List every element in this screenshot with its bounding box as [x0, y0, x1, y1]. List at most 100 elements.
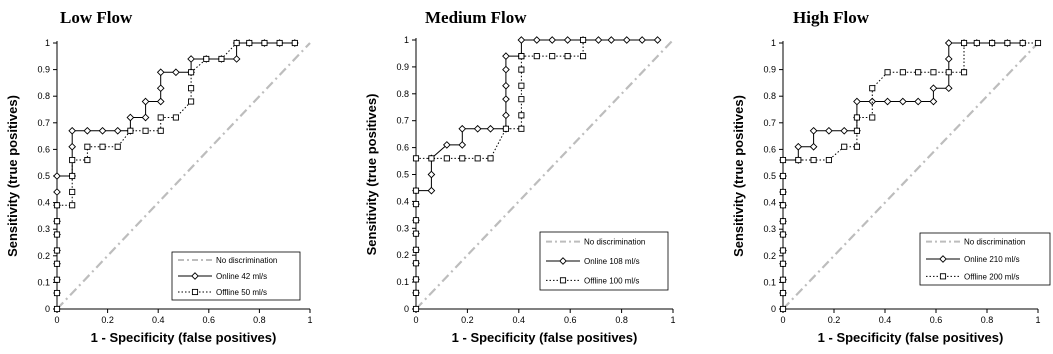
- offline-point: [841, 143, 848, 150]
- y-tick-label: 0.9: [37, 65, 50, 75]
- offline-point: [53, 247, 61, 254]
- online-point: [458, 124, 467, 133]
- online-point: [502, 81, 510, 90]
- offline-point: [188, 85, 195, 92]
- offline-point: [276, 39, 283, 47]
- chart-title: Medium Flow: [425, 8, 527, 27]
- offline-point: [779, 260, 787, 267]
- online-point: [502, 65, 510, 74]
- legend-label: No discrimination: [584, 238, 645, 247]
- offline-point: [869, 85, 876, 92]
- offline-point: [487, 155, 494, 162]
- offline-point: [203, 55, 210, 63]
- offline-point: [53, 276, 61, 283]
- chart-svg: Medium Flow 0 0.1 0.2 0.3 0.4 0.5 0.6 0.7 0.8 0.9 1…: [364, 8, 676, 345]
- offline-point: [795, 156, 802, 164]
- offline-point: [53, 260, 61, 267]
- online-point: [883, 97, 892, 106]
- y-tick-label: 0.4: [763, 198, 776, 208]
- y-tick-label: 0.9: [396, 62, 409, 72]
- online-point: [232, 55, 241, 63]
- y-tick-label: 0.1: [396, 277, 409, 287]
- online-line: [415, 39, 658, 309]
- offline-point: [69, 156, 76, 164]
- online-point: [126, 113, 135, 122]
- offline-series: [779, 39, 1042, 313]
- y-tick-label: 0.1: [37, 277, 50, 287]
- online-point: [502, 111, 510, 120]
- online-point: [156, 84, 165, 93]
- y-tick-label: 1: [45, 38, 50, 48]
- y-tick-label: 0.6: [37, 144, 50, 154]
- offline-point: [989, 39, 996, 47]
- y-axis-label: Sensitivity (true positives): [5, 95, 20, 257]
- no-discrimination-line: [782, 42, 1039, 310]
- x-tick-label: 0.8: [981, 315, 994, 325]
- x-tick-label: 0.6: [564, 315, 577, 325]
- offline-point: [915, 69, 922, 76]
- offline-point: [779, 218, 787, 225]
- online-point: [653, 36, 662, 44]
- offline-point: [412, 260, 420, 267]
- offline-point: [172, 114, 179, 121]
- x-tick-label: 1: [307, 315, 312, 325]
- offline-point: [779, 231, 787, 238]
- offline-point: [474, 155, 481, 162]
- offline-point: [779, 172, 787, 180]
- offline-point: [188, 98, 195, 105]
- legend-label: Offline 100 ml/s: [584, 276, 639, 285]
- offline-point: [218, 55, 225, 63]
- offline-point: [960, 69, 968, 76]
- offline-point: [246, 39, 253, 47]
- chart-panel-medium-flow: Medium Flow 0 0.1 0.2 0.3 0.4 0.5 0.6 0.7 0.8 0.9 1…: [360, 0, 690, 354]
- x-axis-label: 1 - Specificity (false positives): [818, 330, 1004, 345]
- y-tick-label: 0.2: [37, 251, 50, 261]
- online-point: [944, 55, 953, 63]
- legend-label: No discrimination: [216, 256, 277, 265]
- offline-point: [291, 39, 298, 47]
- offline-point: [412, 305, 420, 313]
- no-discrimination-line: [415, 39, 674, 310]
- y-tick-label: 0.9: [763, 65, 776, 75]
- offline-series: [412, 36, 587, 313]
- offline-point: [549, 53, 556, 60]
- y-tick-label: 0.4: [37, 198, 50, 208]
- online-point: [944, 84, 953, 93]
- offline-point: [518, 125, 525, 132]
- offline-point: [502, 125, 510, 132]
- offline-point: [853, 114, 861, 121]
- legend: No discrimination Online 42 ml/s Offline 5…: [171, 251, 301, 301]
- offline-point: [157, 114, 164, 121]
- offline-point: [84, 156, 91, 164]
- y-tick-label: 0.3: [763, 224, 776, 234]
- y-tick-label: 1: [404, 35, 409, 45]
- online-point: [914, 97, 922, 106]
- offline-point: [779, 202, 787, 209]
- online-point: [68, 126, 77, 135]
- legend-swatch-marker: [559, 277, 567, 284]
- online-point: [141, 113, 150, 122]
- online-point: [594, 36, 603, 44]
- y-tick-label: 0.6: [396, 143, 409, 153]
- offline-point: [779, 305, 787, 313]
- offline-point: [518, 82, 525, 89]
- offline-point: [779, 247, 787, 254]
- offline-point: [142, 127, 149, 134]
- online-point: [83, 126, 92, 135]
- offline-point: [53, 218, 61, 225]
- offline-point: [518, 96, 525, 103]
- offline-series: [53, 39, 298, 313]
- y-tick-label: 0.1: [763, 277, 776, 287]
- y-tick-label: 0.5: [37, 171, 50, 181]
- online-point: [517, 36, 526, 44]
- offline-point: [853, 127, 861, 134]
- y-tick-label: 0.3: [396, 223, 409, 233]
- offline-point: [157, 127, 164, 134]
- legend-label: Online 210 ml/s: [964, 255, 1020, 264]
- online-point: [929, 97, 938, 106]
- x-tick-label: 0.2: [828, 315, 841, 325]
- legend: No discrimination Online 108 ml/s Offline …: [539, 231, 669, 291]
- online-point: [840, 126, 849, 135]
- online-point: [622, 36, 631, 44]
- offline-point: [869, 114, 876, 121]
